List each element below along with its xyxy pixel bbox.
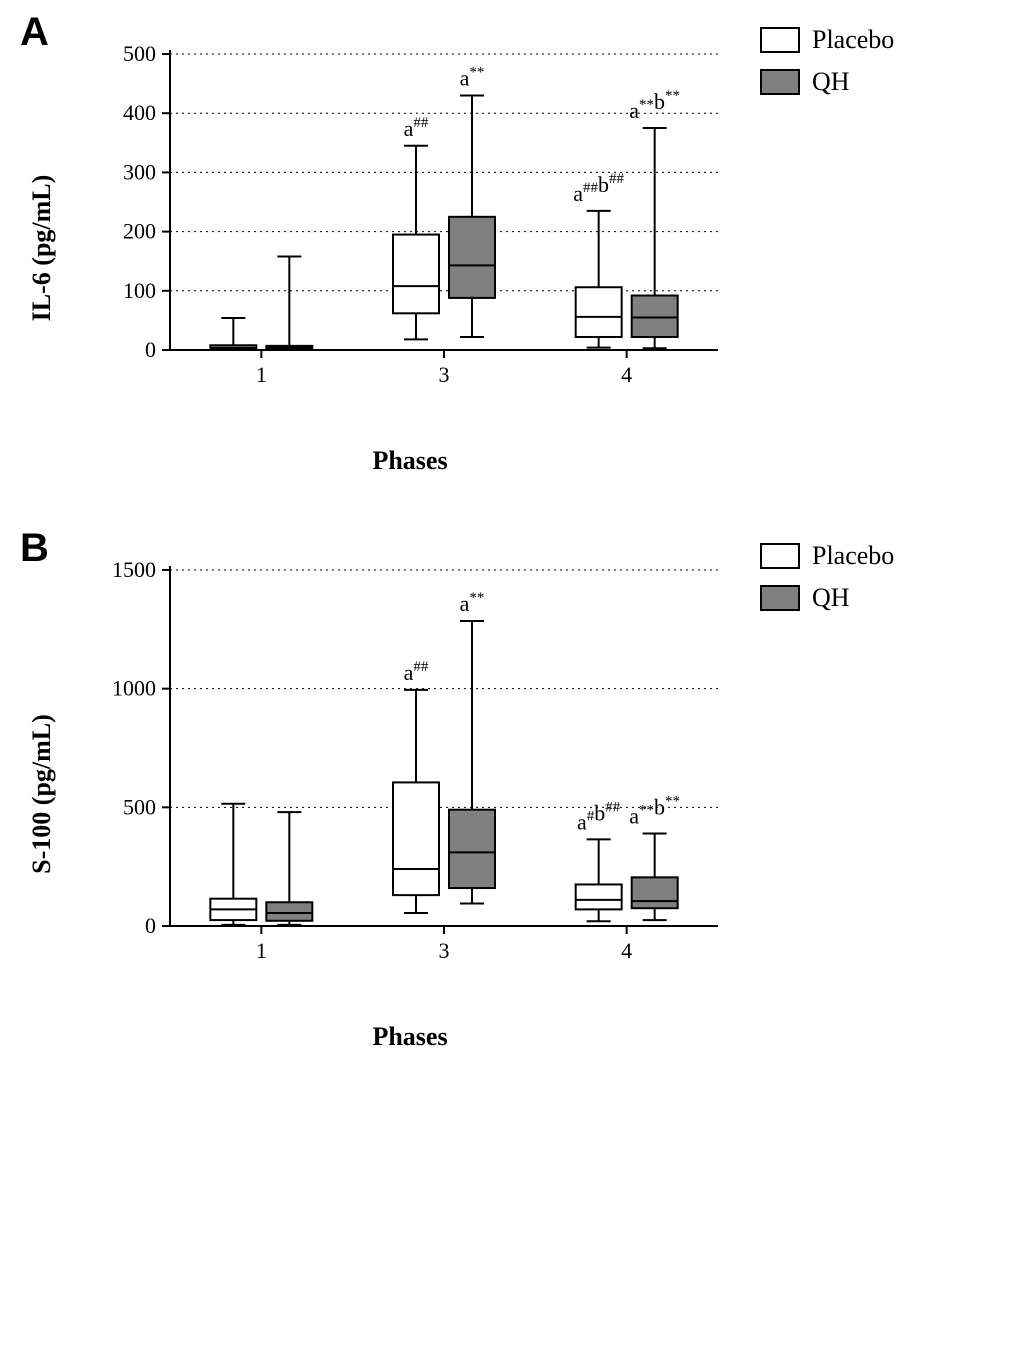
svg-text:200: 200	[123, 219, 156, 244]
svg-text:1000: 1000	[112, 676, 156, 701]
svg-text:300: 300	[123, 159, 156, 184]
legend-label-placebo: Placebo	[812, 25, 894, 55]
ylabel-b: S-100 (pg/mL)	[27, 714, 57, 874]
svg-text:500: 500	[123, 41, 156, 66]
svg-text:3: 3	[439, 362, 450, 387]
svg-text:0: 0	[145, 337, 156, 362]
svg-text:a#b##: a#b##	[577, 799, 621, 834]
svg-text:1: 1	[256, 938, 267, 963]
figure: A IL-6 (pg/mL) 010020030040050013a##a**4…	[20, 20, 1000, 1052]
legend-item-placebo-b: Placebo	[760, 541, 894, 571]
legend-label-qh-b: QH	[812, 583, 850, 613]
svg-text:a##b##: a##b##	[573, 171, 624, 206]
legend-swatch-qh-b	[760, 585, 800, 611]
svg-text:3: 3	[439, 938, 450, 963]
svg-text:a**b**: a**b**	[629, 88, 680, 123]
svg-text:a**: a**	[460, 64, 485, 90]
plot-a: IL-6 (pg/mL) 010020030040050013a##a**4a#…	[90, 20, 730, 476]
legend-a: Placebo QH	[760, 25, 894, 109]
svg-text:4: 4	[621, 938, 632, 963]
svg-text:1: 1	[256, 362, 267, 387]
svg-text:a**b**: a**b**	[629, 793, 680, 828]
svg-text:a##: a##	[404, 659, 429, 685]
legend-swatch-qh	[760, 69, 800, 95]
ylabel-a: IL-6 (pg/mL)	[27, 175, 57, 322]
chart-svg-a: 0 100 200 300 400 500 1 3 a## a** 4 a##b## a**b**	[90, 20, 730, 400]
panel-letter-a: A	[20, 10, 49, 55]
panel-letter-b: B	[20, 526, 49, 571]
legend-item-placebo: Placebo	[760, 25, 894, 55]
svg-text:a##: a##	[404, 115, 429, 141]
svg-text:100: 100	[123, 278, 156, 303]
svg-text:4: 4	[621, 362, 632, 387]
xlabel-b: Phases	[90, 1022, 730, 1052]
legend-item-qh-b: QH	[760, 583, 894, 613]
xlabel-a: Phases	[90, 446, 730, 476]
svg-text:0: 0	[145, 913, 156, 938]
plot-b: S-100 (pg/mL) 05001000150013a##a**4a#b##…	[90, 536, 730, 1052]
panel-b: B S-100 (pg/mL) 05001000150013a##a**4a#b…	[20, 536, 1000, 1052]
legend-item-qh: QH	[760, 67, 894, 97]
panel-a: A IL-6 (pg/mL) 010020030040050013a##a**4…	[20, 20, 1000, 476]
legend-label-placebo-b: Placebo	[812, 541, 894, 571]
svg-text:400: 400	[123, 100, 156, 125]
svg-text:500: 500	[123, 794, 156, 819]
chart-svg-b: 0 500 1000 1500 1 3 a## a** 4 a#b##a**b**	[90, 536, 730, 976]
svg-text:a**: a**	[460, 590, 485, 616]
svg-text:1500: 1500	[112, 557, 156, 582]
legend-swatch-placebo	[760, 27, 800, 53]
legend-swatch-placebo-b	[760, 543, 800, 569]
legend-label-qh: QH	[812, 67, 850, 97]
legend-b: Placebo QH	[760, 541, 894, 625]
